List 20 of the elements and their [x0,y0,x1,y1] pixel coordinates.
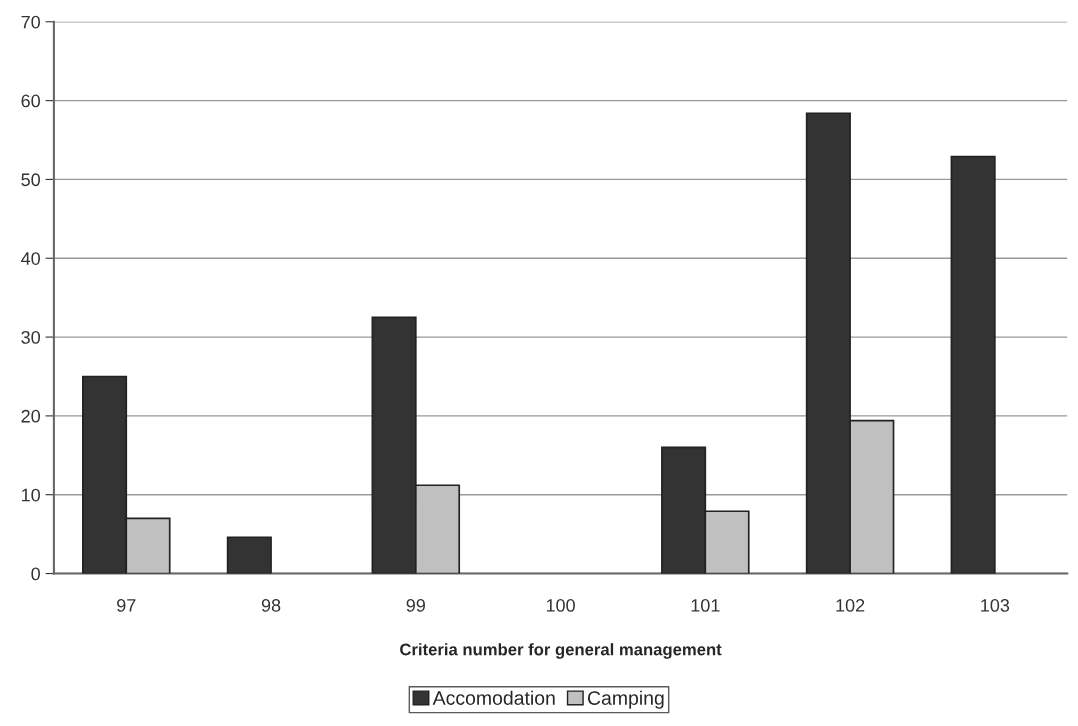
y-tick-label: 10 [22,488,40,502]
y-tick-label: 40 [21,252,40,265]
x-tick-label: 102 [836,599,865,612]
y-tick-label: 50 [21,173,40,187]
y-tick-label: 70 [21,15,40,29]
legend-label: Accomodation [432,690,555,705]
y-tick-label: 0 [31,567,40,581]
y-tick-label: 20 [21,409,40,423]
x-tick-label: 99 [406,599,425,612]
bar [226,536,272,574]
x-tick-label: 101 [691,599,720,612]
bar [950,155,996,574]
x-axis-title: Criteria number for general management [400,643,722,659]
y-tick-label: 60 [21,94,40,108]
legend-label: Camping [587,690,664,709]
x-tick-label: 97 [117,599,136,612]
x-tick-label: 100 [546,599,575,612]
x-tick-label: 103 [981,599,1010,612]
x-tick-label: 98 [261,599,281,612]
y-tick-label: 30 [21,331,40,344]
